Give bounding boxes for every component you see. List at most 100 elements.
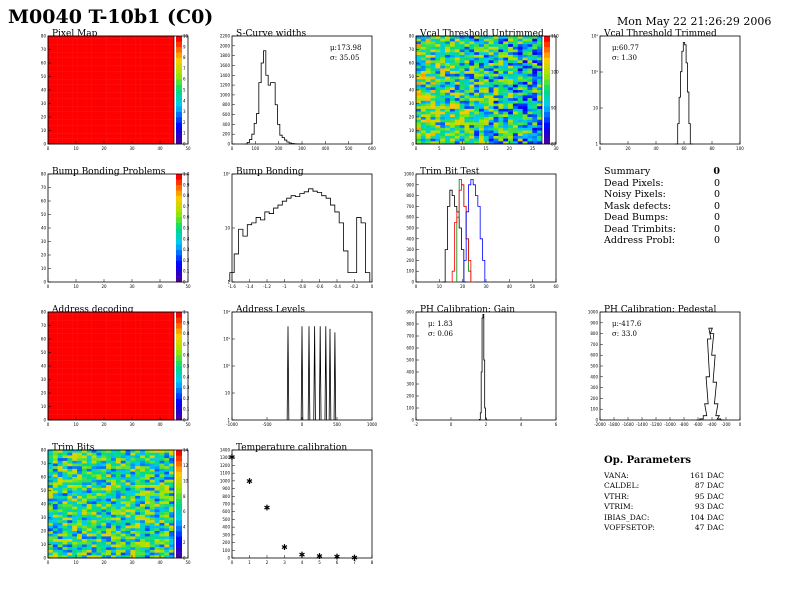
trim_bits-cell: [135, 487, 141, 491]
vcal_untrimmed-cell: [425, 95, 431, 99]
trim_bits-cell: [77, 528, 83, 532]
ph-gain-stats: μ: 1.83 σ: 0.06: [428, 319, 453, 339]
trim_bits-cell: [81, 479, 87, 483]
pixel_map-colorbar-cell: [176, 57, 182, 64]
pixel_map-cell: [144, 100, 150, 104]
vcal_untrimmed-cell: [512, 127, 518, 131]
summary-label: Dead Trimbits:: [604, 223, 676, 235]
vcal_untrimmed-cell: [459, 65, 465, 69]
address_decoding-cell: [130, 357, 136, 361]
vcal_untrimmed-cell: [420, 52, 426, 56]
address_decoding-cell: [62, 355, 68, 359]
pixel_map-cell: [159, 106, 165, 110]
address_decoding-cell: [91, 382, 97, 386]
pixel_map-cell: [96, 106, 102, 110]
trim_bits-cell: [115, 485, 121, 488]
vcal_untrimmed-cell: [512, 57, 518, 61]
pixel_map-cell: [96, 98, 102, 101]
op-parameters-table: Op. Parameters VANA: 161 DAC CALDEL: 87 DA…: [604, 455, 724, 534]
address_decoding-cell: [130, 414, 136, 418]
address_decoding-cell: [96, 322, 102, 326]
pixel_map-cell: [81, 60, 87, 64]
pixel_map-cell: [96, 127, 102, 131]
pixel_map-cell: [96, 63, 102, 66]
pixel_map-cell: [81, 79, 87, 83]
trim_bits-ytick-label: 70: [41, 461, 47, 466]
trim_bits-cell: [159, 514, 165, 518]
pixel_map-cell: [67, 135, 73, 139]
vcal_untrimmed-cell: [459, 133, 465, 137]
address_decoding-colorbar-cell: [176, 409, 182, 415]
pixel_map-cell: [115, 79, 121, 83]
trim_bits-cell: [86, 455, 92, 459]
vcal_untrimmed-cell: [517, 79, 523, 83]
trim_bits-cell: [77, 460, 83, 464]
vcal_untrimmed-colorbar-cell: [544, 68, 550, 75]
vcal_untrimmed-cell: [483, 103, 489, 107]
pixel_map-cell: [135, 141, 141, 145]
trim_bits-cell: [154, 498, 160, 502]
pixel_map-cell: [96, 133, 102, 137]
address_decoding-cell: [72, 406, 78, 410]
pixel_map-cell: [169, 127, 175, 131]
vcal_untrimmed-cell: [508, 41, 514, 45]
pixel_map-cell: [86, 133, 92, 137]
op-param-label: VTRIM:: [604, 502, 634, 511]
address_decoding-cell: [91, 330, 97, 334]
summary-value: 0: [713, 177, 720, 189]
pixel_map-cell: [125, 108, 131, 112]
pixel_map-cell: [140, 141, 146, 145]
address_decoding-cell: [164, 347, 170, 350]
vcal_untrimmed-cell: [532, 92, 538, 96]
address_decoding-cell: [111, 330, 117, 334]
pixel_map-cell: [140, 81, 146, 85]
trim_bits-cell: [154, 517, 160, 521]
pixel_map-cell: [106, 133, 112, 137]
address_decoding-cell: [67, 374, 73, 377]
vcal_untrimmed-cell: [469, 117, 475, 120]
trim_bits-cell: [154, 463, 160, 467]
summary-title: Summary: [604, 166, 651, 177]
address_decoding-cell: [62, 368, 68, 372]
trim_bits-cell: [140, 458, 146, 461]
pixel_map-cell: [169, 106, 175, 110]
address_decoding-cell: [101, 352, 107, 356]
vcal_untrimmed-cell: [440, 98, 446, 101]
vcal_untrimmed-cell: [474, 111, 480, 115]
address_decoding-cell: [115, 336, 121, 340]
trim-bit-test-series: [449, 184, 474, 283]
trim_bits-cell: [144, 482, 150, 486]
address_decoding-cell: [140, 314, 146, 318]
address_decoding-cell: [149, 398, 155, 402]
address_decoding-cell: [81, 379, 87, 383]
address_decoding-cell: [86, 393, 92, 396]
trim_bits-cell: [77, 468, 83, 472]
address_decoding-cell: [164, 322, 170, 326]
pixel_map-cell: [135, 57, 141, 61]
trim_bits-cell: [77, 522, 83, 526]
vcal_untrimmed-cell: [435, 130, 441, 134]
trim_bit_test-frame: [415, 173, 557, 283]
vcal_untrimmed-cell: [469, 76, 475, 80]
pixel_map-cell: [52, 122, 58, 126]
pixel_map-cell: [96, 103, 102, 107]
pixel_map-cell: [81, 68, 87, 72]
ph_gain-ytick-label: 600: [406, 346, 414, 351]
pixel_map-cell: [77, 60, 83, 64]
vcal_untrimmed-cell: [474, 52, 480, 56]
pixel_map-cell: [81, 57, 87, 61]
scurve-xtick-label: 300: [298, 146, 306, 151]
pixel_map-cell: [96, 41, 102, 45]
vcal_untrimmed-cell: [435, 38, 441, 42]
pixel_map-cell: [77, 130, 83, 134]
pixel_map-cell: [125, 63, 131, 66]
pixel_map-cell: [62, 111, 68, 115]
address_decoding-cell: [111, 344, 117, 348]
trim_bit_test-ytick-label: 800: [406, 193, 414, 198]
address_decoding-cell: [67, 403, 73, 407]
vcal_untrimmed-cell: [435, 119, 441, 123]
vcal_untrimmed-cell: [416, 54, 422, 58]
vcal_untrimmed-cell: [425, 125, 431, 128]
vcal_untrimmed-cell: [416, 103, 422, 107]
vcal_untrimmed-cell: [488, 38, 494, 42]
